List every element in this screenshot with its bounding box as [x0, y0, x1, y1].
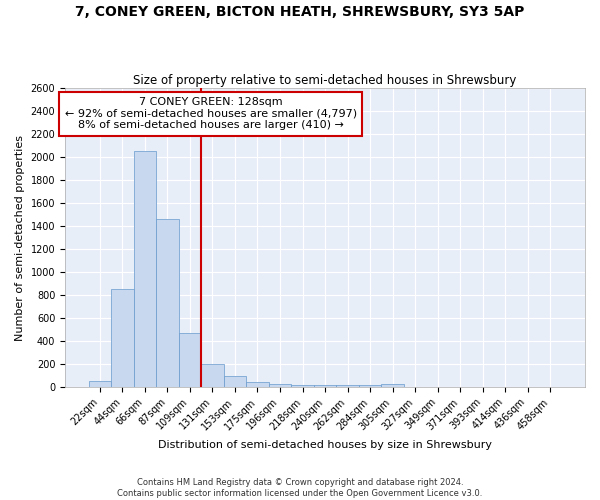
Bar [269, 384, 291, 387]
Bar [156, 219, 179, 387]
Bar [224, 376, 246, 387]
Bar [201, 364, 224, 387]
Bar [134, 152, 156, 387]
Bar [336, 384, 359, 387]
Text: 7 CONEY GREEN: 128sqm
← 92% of semi-detached houses are smaller (4,797)
8% of se: 7 CONEY GREEN: 128sqm ← 92% of semi-deta… [65, 97, 356, 130]
Bar [179, 333, 201, 387]
Bar [111, 290, 134, 387]
Bar [246, 382, 269, 387]
Bar [89, 382, 111, 387]
Bar [314, 384, 336, 387]
Text: 7, CONEY GREEN, BICTON HEATH, SHREWSBURY, SY3 5AP: 7, CONEY GREEN, BICTON HEATH, SHREWSBURY… [76, 5, 524, 19]
Title: Size of property relative to semi-detached houses in Shrewsbury: Size of property relative to semi-detach… [133, 74, 517, 87]
Bar [359, 384, 381, 387]
Bar [291, 384, 314, 387]
Text: Contains HM Land Registry data © Crown copyright and database right 2024.
Contai: Contains HM Land Registry data © Crown c… [118, 478, 482, 498]
X-axis label: Distribution of semi-detached houses by size in Shrewsbury: Distribution of semi-detached houses by … [158, 440, 492, 450]
Y-axis label: Number of semi-detached properties: Number of semi-detached properties [15, 134, 25, 340]
Bar [381, 384, 404, 387]
